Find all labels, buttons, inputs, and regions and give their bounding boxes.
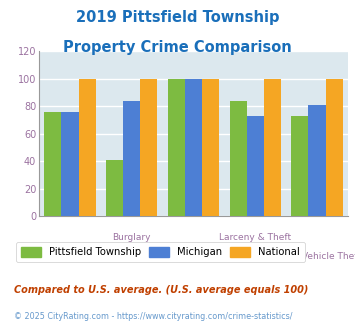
Text: © 2025 CityRating.com - https://www.cityrating.com/crime-statistics/: © 2025 CityRating.com - https://www.city… (14, 312, 293, 321)
Bar (44, 112, 61, 216)
Text: Motor Vehicle Theft: Motor Vehicle Theft (273, 252, 355, 261)
Text: All Property Crime: All Property Crime (29, 252, 111, 261)
Bar (123, 101, 140, 216)
Bar (229, 101, 247, 216)
Text: Larceny & Theft: Larceny & Theft (219, 233, 291, 242)
Bar (185, 79, 202, 216)
Text: Property Crime Comparison: Property Crime Comparison (63, 40, 292, 54)
Legend: Pittsfield Township, Michigan, National: Pittsfield Township, Michigan, National (16, 242, 305, 262)
Bar (202, 79, 219, 216)
Bar (106, 160, 123, 216)
Bar (291, 116, 308, 216)
Text: Burglary: Burglary (113, 233, 151, 242)
Bar (308, 105, 326, 216)
Bar (264, 79, 281, 216)
Bar (78, 79, 96, 216)
Bar (247, 116, 264, 216)
Bar (168, 79, 185, 216)
Text: 2019 Pittsfield Township: 2019 Pittsfield Township (76, 10, 279, 25)
Text: Arson: Arson (181, 252, 206, 261)
Text: Compared to U.S. average. (U.S. average equals 100): Compared to U.S. average. (U.S. average … (14, 285, 308, 295)
Bar (326, 79, 343, 216)
Bar (140, 79, 158, 216)
Bar (61, 112, 78, 216)
